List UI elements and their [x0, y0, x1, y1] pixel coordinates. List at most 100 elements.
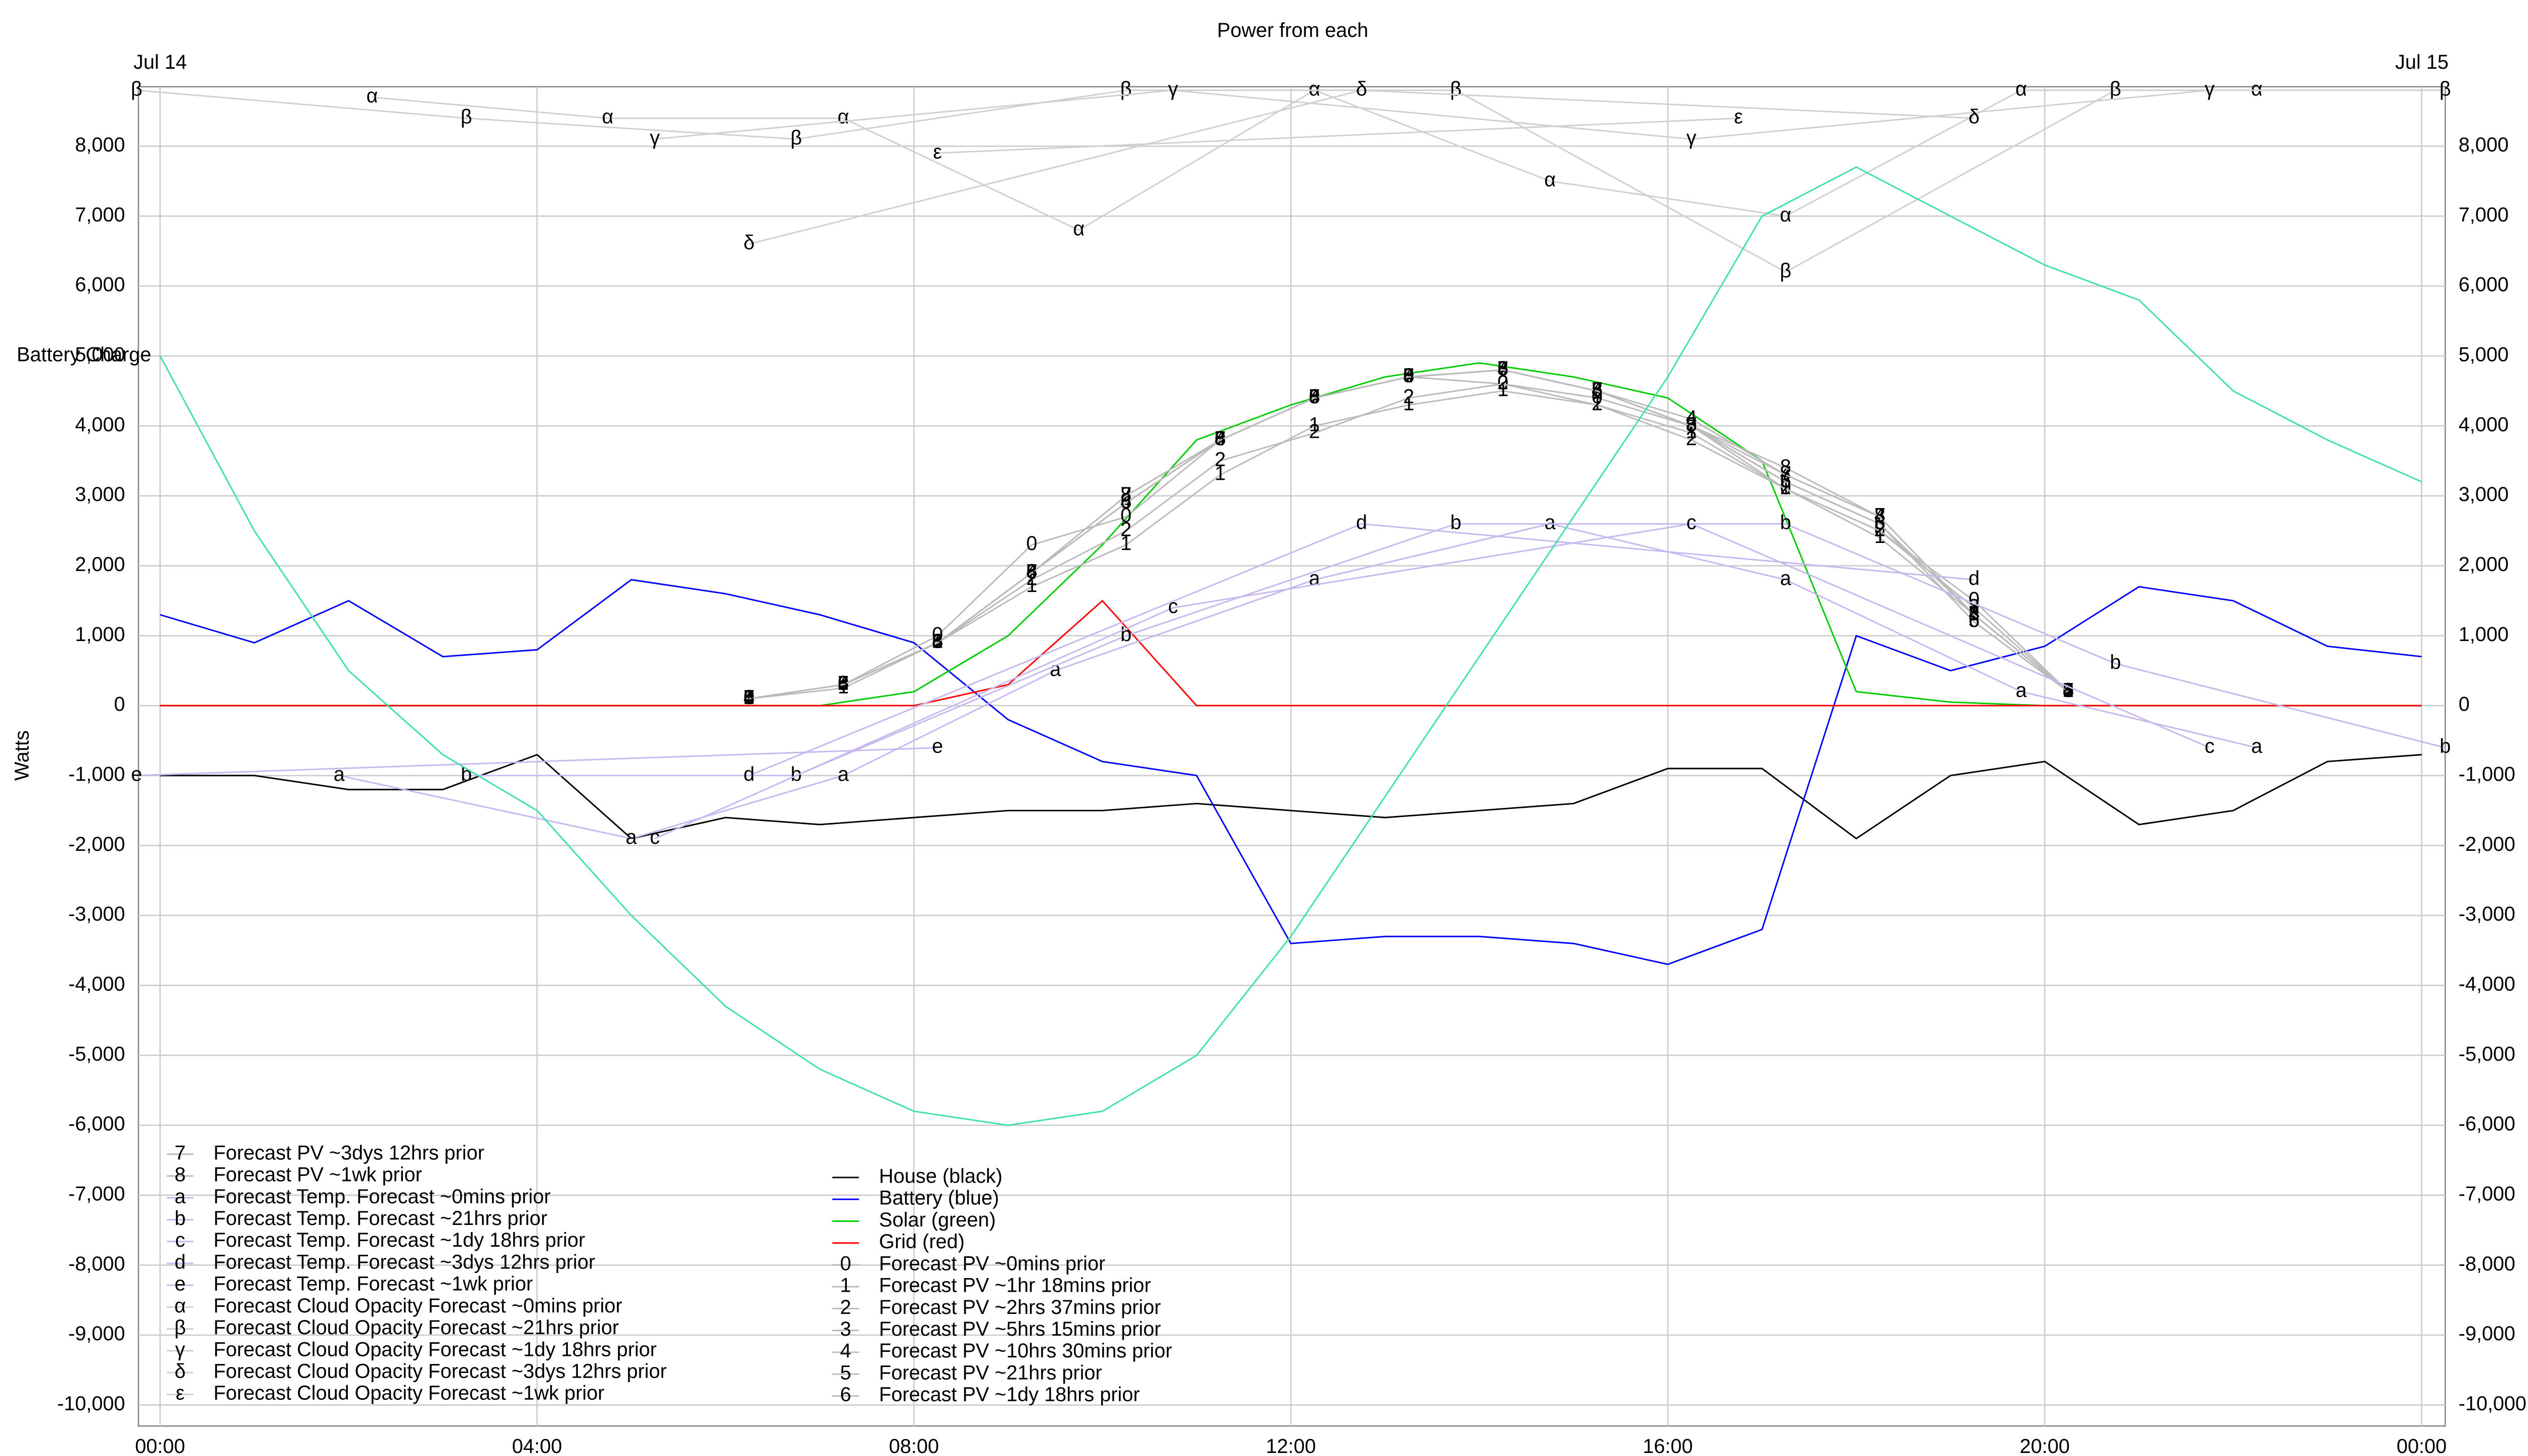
series-marker: γ	[2204, 78, 2215, 100]
plot-frame	[138, 86, 2446, 1427]
series-marker: 8	[744, 686, 755, 708]
legend-symbol: δ	[174, 1360, 186, 1383]
series-marker: α	[1780, 204, 1791, 226]
series-line	[160, 579, 2422, 966]
y2-tick-label: 2,000	[2459, 554, 2509, 576]
series-marker: 7	[1214, 428, 1226, 450]
series-marker: 2	[838, 672, 849, 695]
series-marker: 6	[1403, 365, 1414, 387]
series-marker: β	[1120, 78, 1132, 100]
legend-label: Forecast Cloud Opacity Forecast ~1wk pri…	[213, 1382, 604, 1404]
series-marker: 2	[1403, 386, 1414, 408]
series-marker: 4	[1498, 357, 1509, 380]
series-marker: 7	[1874, 505, 1885, 527]
series-marker: 8	[1214, 428, 1226, 450]
y-tick-label: -1,000	[68, 763, 125, 786]
series-marker: 2	[1686, 428, 1697, 450]
x-tick-label: 00:00	[2397, 1435, 2447, 1456]
series-marker: α	[1308, 78, 1320, 100]
chart-title: Power from each	[1217, 19, 1368, 41]
series-marker: a	[334, 763, 345, 786]
series-marker: 7	[1026, 560, 1037, 582]
series-marker: 7	[1592, 379, 1603, 401]
y-axis-label: Watts	[11, 731, 33, 781]
series-marker: 4	[1874, 505, 1885, 527]
series-marker: 1	[1780, 476, 1791, 498]
series-marker: 3	[1214, 428, 1226, 450]
series-marker: β	[790, 127, 802, 149]
series-marker: c	[1168, 596, 1178, 618]
series-marker: 8	[1120, 483, 1132, 506]
legend-symbol: 2	[840, 1296, 851, 1318]
series-marker: 2	[744, 686, 755, 708]
series-marker: β	[131, 78, 143, 100]
y2-tick-label: -6,000	[2459, 1113, 2515, 1135]
legend-label: House (black)	[879, 1165, 1003, 1188]
legend-label: Forecast Cloud Opacity Forecast ~0mins p…	[213, 1295, 622, 1317]
legend-symbol: 0	[840, 1252, 851, 1275]
series-marker: b	[461, 763, 472, 786]
y2-tick-label: 8,000	[2459, 134, 2509, 156]
series-marker: e	[932, 735, 943, 757]
series-marker: c	[1686, 512, 1696, 534]
series-marker: 6	[1214, 428, 1226, 450]
legend-label: Forecast PV ~5hrs 15mins prior	[879, 1318, 1161, 1340]
legend-label: Forecast PV ~10hrs 30mins prior	[879, 1340, 1172, 1362]
series-marker: 5	[1120, 490, 1132, 513]
series-marker: b	[1780, 512, 1791, 534]
series-marker: 2	[1309, 421, 1320, 443]
legend-symbol: 8	[174, 1164, 186, 1186]
x-tick-label: 04:00	[512, 1435, 562, 1456]
series-marker: 8	[838, 672, 849, 695]
legend-label: Solar (green)	[879, 1209, 996, 1231]
series-line	[749, 369, 2069, 700]
legend-symbol: ε	[175, 1382, 185, 1404]
x-tick-label: 20:00	[2020, 1435, 2070, 1456]
series-line	[160, 600, 2422, 707]
legend-symbol: 5	[840, 1361, 851, 1384]
series-marker: 6	[1592, 379, 1603, 401]
series-marker: 6	[1968, 609, 1979, 631]
series-marker: 0	[1026, 532, 1037, 555]
x-tick-label: 12:00	[1266, 1435, 1316, 1456]
legend-label: Forecast Temp. Forecast ~21hrs prior	[213, 1207, 547, 1230]
series-marker: α	[1544, 169, 1556, 191]
series-marker: 2	[1498, 372, 1509, 394]
legend-symbol: β	[174, 1316, 186, 1339]
series-line	[749, 383, 2069, 700]
y2-tick-label: -8,000	[2459, 1253, 2515, 1275]
series-marker: α	[2015, 78, 2027, 100]
series-marker: 8	[1780, 456, 1791, 478]
series-marker: 1	[1309, 414, 1320, 436]
series-line	[937, 117, 1739, 154]
series-marker: 2	[1214, 448, 1226, 471]
series-marker: b	[2440, 735, 2451, 757]
series-marker: 4	[1403, 365, 1414, 387]
series-marker: 3	[1874, 512, 1885, 534]
y2-tick-label: 3,000	[2459, 483, 2509, 506]
legend-label: Forecast PV ~2hrs 37mins prior	[879, 1296, 1161, 1318]
legend-symbol: d	[174, 1251, 186, 1273]
series-marker: 5	[1874, 512, 1885, 534]
legend-symbol: 1	[840, 1275, 851, 1297]
series-marker: 7	[744, 686, 755, 708]
legend-symbol: b	[174, 1207, 186, 1230]
series-marker: e	[131, 763, 142, 786]
legend-symbol: e	[174, 1273, 186, 1295]
legend-label: Forecast Temp. Forecast ~1dy 18hrs prior	[213, 1229, 585, 1251]
y-tick-label: 1,000	[75, 623, 125, 646]
series-marker: 0	[1874, 518, 1885, 540]
series-marker: d	[1968, 567, 1979, 589]
series-marker: 5	[1686, 414, 1697, 436]
series-marker: 7	[1780, 463, 1791, 485]
series-marker: 7	[1309, 386, 1320, 408]
legend-symbol: α	[174, 1295, 186, 1317]
series-marker: 1	[1592, 392, 1603, 415]
series-marker: d	[1356, 512, 1367, 534]
series-marker: 1	[1026, 574, 1037, 597]
series-marker: γ	[1686, 127, 1696, 149]
legend-label: Forecast Temp. Forecast ~1wk prior	[213, 1273, 533, 1295]
series-marker: β	[1780, 260, 1791, 282]
